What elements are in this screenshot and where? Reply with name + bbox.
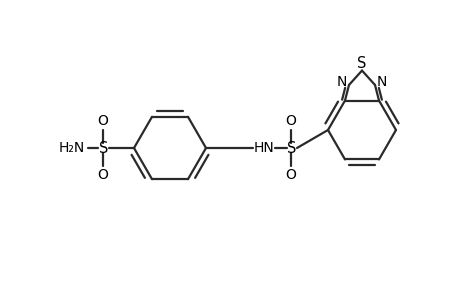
- Text: N: N: [336, 75, 347, 89]
- Text: O: O: [97, 114, 108, 128]
- Text: O: O: [285, 168, 296, 182]
- Text: N: N: [376, 75, 386, 89]
- Text: H₂N: H₂N: [59, 141, 85, 155]
- Text: S: S: [357, 56, 366, 71]
- Text: HN: HN: [253, 141, 274, 155]
- Text: O: O: [285, 114, 296, 128]
- Text: S: S: [99, 140, 108, 155]
- Text: O: O: [97, 168, 108, 182]
- Text: S: S: [287, 140, 296, 155]
